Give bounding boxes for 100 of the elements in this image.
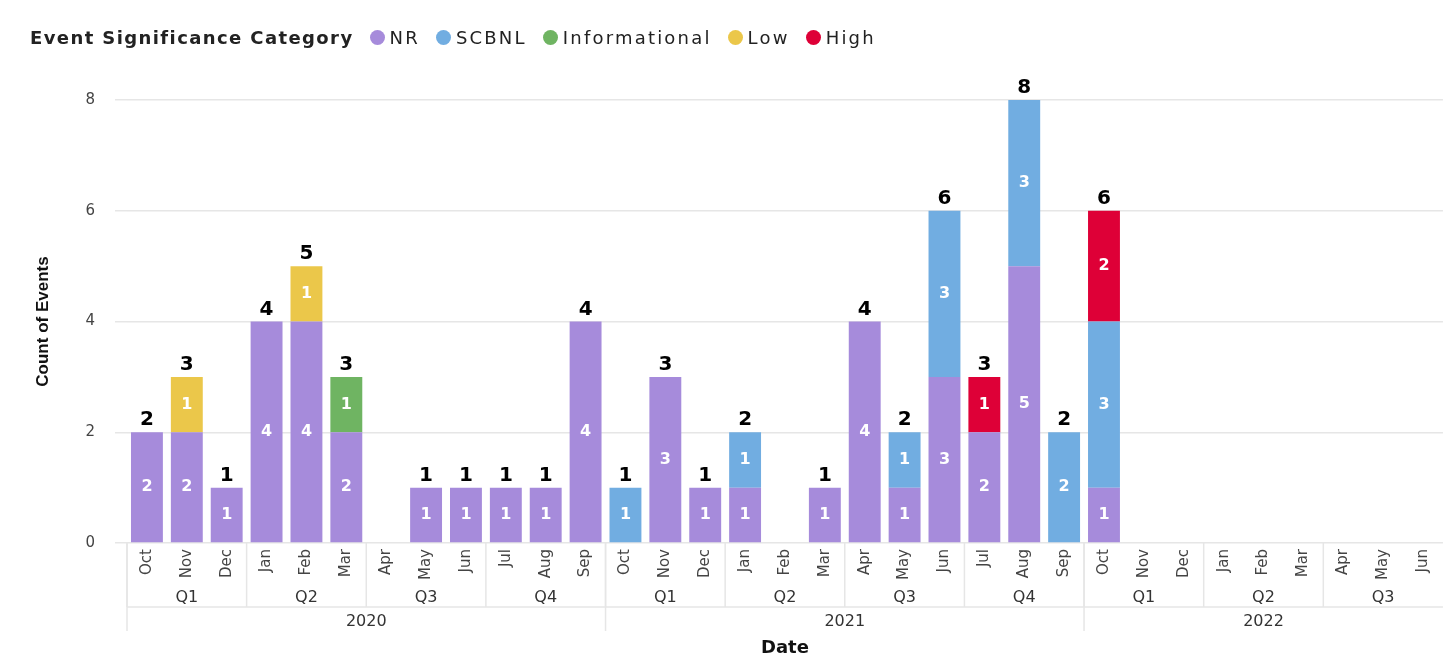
text: Q1: [1132, 587, 1156, 607]
text: 2022: [1243, 611, 1284, 631]
legend-label: SCBNL: [455, 27, 527, 48]
data-label: 3: [938, 448, 951, 468]
data-label: 1: [420, 504, 432, 524]
x-tick-label: Oct: [136, 548, 155, 575]
y-tick-label: 8: [85, 89, 95, 108]
bar: [250, 321, 283, 543]
total-label: 4: [578, 295, 593, 320]
x-tick-label: Mar: [814, 548, 833, 578]
text: Q4: [1012, 587, 1036, 607]
total-label: 1: [419, 461, 434, 486]
data-label: 2: [181, 476, 193, 496]
data-label: 2: [340, 476, 352, 496]
bar: [450, 487, 482, 543]
total-label: 1: [458, 461, 473, 486]
x-tick-label: May: [1373, 548, 1392, 581]
x-tick-label: Apr: [1333, 548, 1352, 575]
data-label: 1: [540, 504, 552, 524]
data-label: 4: [300, 421, 313, 441]
total-label: 2: [1057, 406, 1072, 431]
data-label: 3: [659, 448, 671, 468]
data-label: 1: [460, 504, 472, 524]
total-label: 3: [179, 350, 194, 375]
text: Q1: [175, 587, 199, 607]
data-label: 1: [978, 393, 990, 413]
total-label: 2: [139, 406, 154, 431]
x-tick-label: Aug: [535, 549, 554, 579]
bar: [1088, 321, 1120, 488]
data-label: 3: [1018, 172, 1030, 192]
total-label: 4: [857, 295, 872, 320]
bar: [1088, 487, 1120, 543]
data-label: 1: [181, 393, 193, 413]
bar: [330, 432, 363, 543]
bar: [968, 376, 1001, 433]
total-label: 3: [977, 350, 992, 375]
data-label: 1: [300, 282, 313, 302]
bar: [609, 487, 642, 543]
total-label: 3: [339, 350, 354, 375]
x-tick-label: Feb: [296, 549, 315, 576]
bar: [1008, 266, 1041, 543]
total-label: 5: [299, 240, 314, 265]
y-tick-label: 6: [85, 200, 95, 219]
data-label: 1: [500, 504, 512, 524]
data-label: 1: [739, 449, 751, 469]
text: Q2: [1252, 587, 1275, 607]
total-label: 1: [538, 461, 553, 486]
total-label: 6: [937, 184, 952, 209]
bar: [1088, 210, 1120, 322]
y-tick-label: 2: [85, 422, 95, 441]
legend-title: Event Significance Category: [30, 27, 354, 48]
x-tick-label: Oct: [1093, 548, 1112, 575]
text: Q3: [414, 587, 438, 607]
bar: [1048, 432, 1081, 543]
x-tick-label: Jan: [1213, 549, 1232, 574]
total-label: 2: [738, 406, 753, 431]
data-label: 2: [141, 476, 153, 496]
bar: [1008, 100, 1041, 267]
x-axis-title: Date: [761, 635, 809, 657]
x-tick-label: Jan: [734, 549, 753, 574]
bar: [888, 487, 921, 543]
data-label: 1: [699, 504, 711, 524]
bar: [649, 376, 682, 543]
bar: [170, 376, 203, 433]
bar: [290, 321, 323, 543]
y-tick-label: 4: [85, 311, 95, 330]
x-tick-label: Nov: [1133, 548, 1152, 579]
text: Q3: [893, 587, 916, 607]
x-tick-label: May: [415, 548, 434, 581]
x-tick-label: Jun: [934, 549, 953, 574]
bar: [928, 210, 961, 377]
data-label: 1: [899, 504, 911, 524]
bar: [489, 487, 522, 543]
x-tick-label: Feb: [1253, 549, 1272, 576]
total-label: 8: [1017, 74, 1032, 98]
bar: [569, 321, 602, 543]
x-tick-label: Mar: [1293, 548, 1312, 578]
x-tick-label: Feb: [774, 549, 793, 576]
legend-label: Informational: [562, 27, 712, 48]
bar: [928, 376, 961, 543]
data-label: 1: [819, 504, 831, 524]
text: Q2: [773, 587, 797, 607]
x-tick-label: Jul: [495, 549, 514, 569]
data-label: 1: [899, 449, 911, 469]
x-tick-label: May: [894, 548, 913, 581]
text: Q2: [295, 587, 318, 607]
x-tick-label: Dec: [1173, 549, 1192, 579]
x-tick-label: Apr: [376, 548, 395, 575]
bar: [729, 432, 762, 488]
data-label: 1: [221, 504, 233, 524]
total-label: 4: [259, 295, 274, 320]
x-tick-label: Aug: [1014, 549, 1033, 579]
x-tick-label: Sep: [575, 549, 594, 578]
text: 2020: [345, 611, 387, 631]
data-label: 1: [1098, 504, 1110, 524]
bar: [210, 487, 243, 543]
x-tick-label: Apr: [854, 548, 873, 575]
total-label: 1: [698, 461, 713, 486]
x-tick-label: Dec: [216, 549, 235, 579]
x-tick-label: Oct: [615, 548, 634, 575]
